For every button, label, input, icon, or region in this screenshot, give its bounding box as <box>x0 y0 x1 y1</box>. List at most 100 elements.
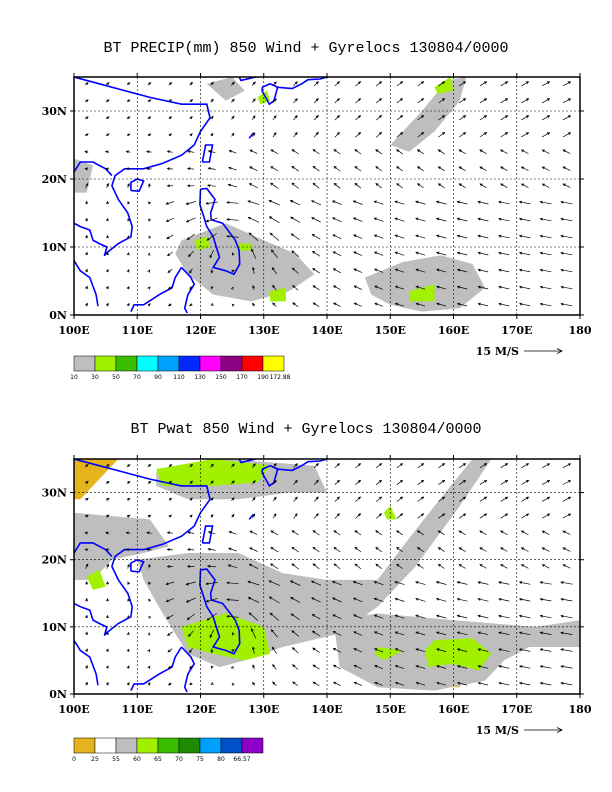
wind-arrow <box>85 614 88 619</box>
wind-arrow <box>230 665 234 670</box>
wind-arrow <box>458 463 467 469</box>
wind-arrow <box>373 597 384 602</box>
wind-arrow <box>497 234 510 239</box>
coastlines <box>74 77 329 314</box>
wind-arrow <box>456 597 468 602</box>
coastline <box>276 459 329 472</box>
wind-arrow <box>270 249 278 258</box>
y-tick-label: 10N <box>42 621 67 634</box>
wind-arrow <box>252 681 256 686</box>
wind-arrow <box>394 665 405 669</box>
wind-arrow <box>147 682 151 686</box>
wind-arrow <box>291 149 299 155</box>
coastline <box>180 266 196 314</box>
field-patch <box>434 77 454 94</box>
colorbar-swatch <box>136 737 159 754</box>
wind-arrow <box>560 251 573 256</box>
wind-arrow <box>210 463 214 468</box>
wind-arrow <box>375 81 383 87</box>
wind-arrow <box>435 614 447 619</box>
wind-arrow <box>147 116 152 120</box>
wind-arrow <box>210 648 214 654</box>
wind-arrow <box>85 234 88 239</box>
colorbar-swatch <box>178 355 201 372</box>
wind-arrow <box>231 649 235 653</box>
wind-arrow <box>332 234 342 240</box>
wind-arrow <box>147 201 151 205</box>
wind-arrow <box>479 463 488 469</box>
wind-arrow <box>205 217 218 223</box>
wind-arrow <box>312 182 320 189</box>
wind-arrow <box>126 285 130 290</box>
wind-arrow <box>84 167 89 171</box>
wind-arrow <box>373 614 384 619</box>
wind-arrow <box>268 216 280 224</box>
wind-arrow <box>207 150 216 154</box>
wind-arrow <box>394 648 405 653</box>
wind-arrow <box>291 647 299 654</box>
wind-arrow <box>165 217 174 222</box>
reference-vector-arrow <box>524 348 563 354</box>
wind-arrow <box>477 251 489 256</box>
wind-arrow <box>456 302 468 307</box>
wind-arrow <box>334 81 340 87</box>
coastline <box>74 161 113 177</box>
wind-arrow <box>231 132 235 137</box>
wind-arrow <box>210 302 214 306</box>
wind-arrow <box>477 665 489 669</box>
wind-arrow <box>375 149 383 155</box>
wind-arrow <box>355 463 362 469</box>
wind-arrow <box>210 514 214 518</box>
field-patch <box>409 284 435 302</box>
wind-arrow <box>541 132 551 138</box>
wind-arrow <box>310 200 322 206</box>
wind-arrow <box>518 665 531 669</box>
wind-arrow <box>312 165 320 172</box>
wind-arrow <box>168 463 173 468</box>
wind-arrow <box>458 166 466 171</box>
wind-arrow <box>521 132 530 138</box>
wind-arrow <box>85 664 88 669</box>
wind-arrow <box>438 513 446 519</box>
wind-arrow <box>560 302 573 307</box>
wind-arrow <box>189 133 193 137</box>
wind-arrow <box>375 530 383 536</box>
wind-arrow <box>541 98 551 104</box>
colorbar-swatch <box>241 355 264 372</box>
wind-arrow <box>147 514 152 518</box>
wind-arrow <box>562 530 571 535</box>
wind-arrow <box>293 463 298 468</box>
wind-arrow <box>560 597 573 602</box>
wind-arrow <box>166 150 173 154</box>
wind-arrow <box>562 480 572 485</box>
wind-arrow <box>268 200 281 206</box>
wind-arrow <box>85 217 89 222</box>
x-tick-label: 110E <box>122 703 153 716</box>
wind-arrow <box>227 183 238 188</box>
wind-arrow <box>105 548 110 552</box>
wind-arrow <box>458 547 466 552</box>
wind-arrow <box>147 183 151 188</box>
wind-arrow <box>498 302 510 307</box>
wind-arrow <box>126 116 131 120</box>
x-tick-label: 110E <box>122 324 153 337</box>
wind-arrow <box>166 251 173 257</box>
wind-arrow <box>375 513 383 519</box>
wind-arrow <box>186 167 195 171</box>
wind-arrow <box>417 463 425 469</box>
wind-arrow <box>521 479 530 485</box>
wind-arrow <box>272 284 277 291</box>
wind-arrow <box>127 200 131 205</box>
field-patch <box>156 459 271 486</box>
field-patch <box>74 512 169 580</box>
wind-arrow <box>500 115 509 121</box>
wind-arrow <box>374 681 383 686</box>
wind-arrow <box>417 98 425 104</box>
wind-arrow <box>251 98 256 103</box>
wind-arrow <box>270 530 279 536</box>
wind-arrow <box>85 302 88 307</box>
wind-arrow <box>500 149 508 154</box>
wind-arrow <box>479 513 488 519</box>
wind-arrow <box>106 581 110 585</box>
wind-arrow <box>292 284 299 291</box>
